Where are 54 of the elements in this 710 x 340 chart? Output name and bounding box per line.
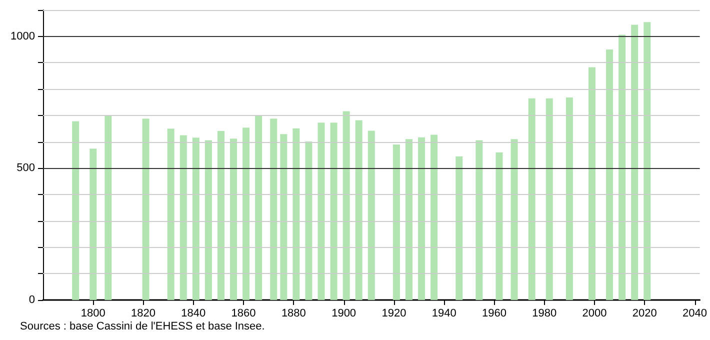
bar <box>270 118 278 300</box>
y-tick-label: 1000 <box>10 30 35 42</box>
bar <box>368 130 375 300</box>
bar <box>456 156 463 300</box>
x-tick-label: 1820 <box>131 308 156 320</box>
bar <box>280 134 288 300</box>
x-tick-label: 1880 <box>281 308 306 320</box>
bar <box>631 24 638 300</box>
bar <box>305 142 312 300</box>
bar <box>546 98 553 300</box>
bar <box>217 131 224 300</box>
bar <box>230 138 238 300</box>
bar <box>180 135 187 300</box>
bar <box>318 122 325 300</box>
bar <box>90 148 97 300</box>
bar <box>566 98 573 300</box>
bar <box>255 115 262 300</box>
bar <box>204 140 212 300</box>
bar <box>242 128 250 300</box>
bar <box>104 115 112 300</box>
bar <box>510 139 518 300</box>
x-tick-label: 2000 <box>582 308 607 320</box>
x-tick-label: 1940 <box>432 308 456 320</box>
bar <box>588 67 596 300</box>
bar <box>418 137 426 300</box>
bar <box>476 140 483 300</box>
bar <box>292 128 300 300</box>
x-tick-label: 1860 <box>231 308 256 320</box>
bar <box>405 139 412 300</box>
x-tick-label: 1920 <box>382 308 406 320</box>
x-tick-label: 2020 <box>632 308 657 320</box>
bar <box>142 118 150 300</box>
x-tick-label: 1840 <box>181 308 206 320</box>
bar <box>72 121 80 300</box>
bar <box>392 144 400 300</box>
bar <box>528 98 536 300</box>
bar <box>167 128 174 300</box>
x-tick-label: 1800 <box>80 308 106 320</box>
bar <box>606 50 614 300</box>
bar <box>192 138 200 300</box>
y-tick-label: 0 <box>28 294 35 306</box>
bar <box>330 122 338 300</box>
x-tick-label: 1960 <box>482 308 506 320</box>
bar <box>496 152 503 300</box>
x-tick-label: 1900 <box>332 308 356 320</box>
bar <box>430 134 438 300</box>
bar <box>644 22 651 300</box>
bar <box>355 120 362 300</box>
bar <box>342 111 350 300</box>
x-tick-label: 2040 <box>682 308 708 320</box>
y-tick-label: 500 <box>16 162 35 174</box>
x-tick-label: 1980 <box>532 308 557 320</box>
source-note: Sources : base Cassini de l'EHESS et base Insee. <box>20 320 265 332</box>
bar <box>618 34 626 300</box>
